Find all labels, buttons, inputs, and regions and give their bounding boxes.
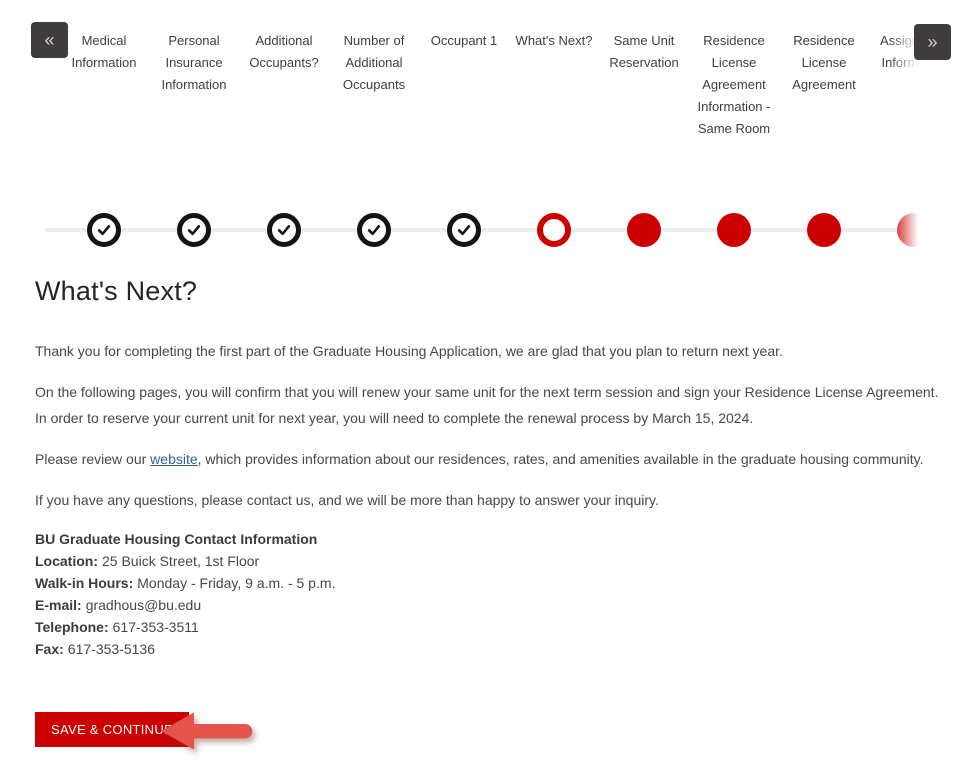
steps-scroll-next-button[interactable]: »: [914, 24, 951, 60]
contact-label: Walk-in Hours:: [35, 575, 134, 591]
check-icon: [367, 225, 381, 236]
wizard-step-same-unit-reservation: Same Unit Reservation: [599, 30, 689, 270]
step-label: Same Unit Reservation: [609, 33, 679, 70]
step-label: Occupant 1: [430, 33, 498, 48]
contact-telephone-line: Telephone: 617-353-3511: [35, 616, 943, 638]
check-icon: [457, 225, 471, 236]
wizard-step-occupant-1: Occupant 1: [419, 30, 509, 270]
contact-label: Location:: [35, 553, 98, 569]
contact-value: gradhous@bu.edu: [85, 597, 202, 613]
check-icon: [97, 225, 111, 236]
page-title: What's Next?: [35, 276, 198, 306]
whats-next-content: What's Next? Thank you for completing th…: [0, 262, 973, 747]
step-upcoming-circle: [807, 213, 841, 247]
step-current-circle: [537, 213, 571, 247]
contact-fax-line: Fax: 617-353-5136: [35, 638, 943, 660]
step-complete-circle: [447, 213, 481, 247]
wizard-step-additional-occupants: Additional Occupants?: [239, 30, 329, 270]
step-label: Residence License Agreement Information …: [697, 33, 771, 136]
step-complete-circle: [267, 213, 301, 247]
wizard-step-assignment-information: Assignment Information: [869, 30, 959, 270]
contact-label: E-mail:: [35, 597, 82, 613]
check-icon: [277, 225, 291, 236]
contact-label: Fax:: [35, 641, 64, 657]
step-complete-circle: [87, 213, 121, 247]
website-sentence-before: Please review our: [35, 451, 151, 467]
contact-walkin-hours-line: Walk-in Hours: Monday - Friday, 9 a.m. - …: [35, 572, 943, 594]
contact-email-line: E-mail: gradhous@bu.edu: [35, 594, 943, 616]
wizard-step-personal-insurance-information: Personal Insurance Information: [149, 30, 239, 270]
contact-label: Telephone:: [35, 619, 109, 635]
paragraph-thank-you: Thank you for completing the first part …: [35, 343, 783, 359]
contact-heading: BU Graduate Housing Contact Information: [35, 531, 318, 547]
wizard-step-residence-license-agreement-information-same-room: Residence License Agreement Information …: [689, 30, 779, 270]
step-label: Additional Occupants?: [249, 33, 319, 70]
contact-location-line: Location: 25 Buick Street, 1st Floor: [35, 550, 943, 572]
save-continue-button[interactable]: SAVE & CONTINUE: [35, 712, 190, 747]
wizard-step-whats-next: What's Next?: [509, 30, 599, 270]
wizard-step-number-of-additional-occupants: Number of Additional Occupants: [329, 30, 419, 270]
step-label: What's Next?: [515, 33, 593, 48]
contact-value: 617-353-5136: [67, 641, 155, 657]
step-label: Number of Additional Occupants: [342, 33, 406, 92]
step-label: Personal Insurance Information: [161, 33, 227, 92]
step-upcoming-circle: [717, 213, 751, 247]
wizard-step-residence-license-agreement: Residence License Agreement: [779, 30, 869, 270]
paragraph-renewal-info: On the following pages, you will confirm…: [35, 384, 939, 426]
website-sentence-after: , which provides information about our r…: [197, 451, 924, 467]
contact-value: 617-353-3511: [112, 619, 199, 635]
steps-scroll-prev-button[interactable]: «: [31, 22, 68, 58]
contact-info-block: BU Graduate Housing Contact Information …: [35, 528, 943, 660]
step-upcoming-circle: [897, 213, 931, 247]
contact-value: 25 Buick Street, 1st Floor: [102, 553, 260, 569]
step-label: Medical Information: [71, 33, 137, 70]
website-link[interactable]: website: [150, 451, 198, 467]
step-label: Residence License Agreement: [792, 33, 856, 92]
step-complete-circle: [357, 213, 391, 247]
check-icon: [187, 225, 201, 236]
paragraph-questions: If you have any questions, please contac…: [35, 492, 659, 508]
paragraph-website: Please review our website, which provide…: [35, 446, 943, 472]
step-complete-circle: [177, 213, 211, 247]
wizard-step-medical-information: Medical Information: [59, 30, 149, 270]
contact-value: Monday - Friday, 9 a.m. - 5 p.m.: [137, 575, 336, 591]
step-upcoming-circle: [627, 213, 661, 247]
wizard-step-nav: Medical Information Personal Insurance I…: [0, 0, 973, 262]
